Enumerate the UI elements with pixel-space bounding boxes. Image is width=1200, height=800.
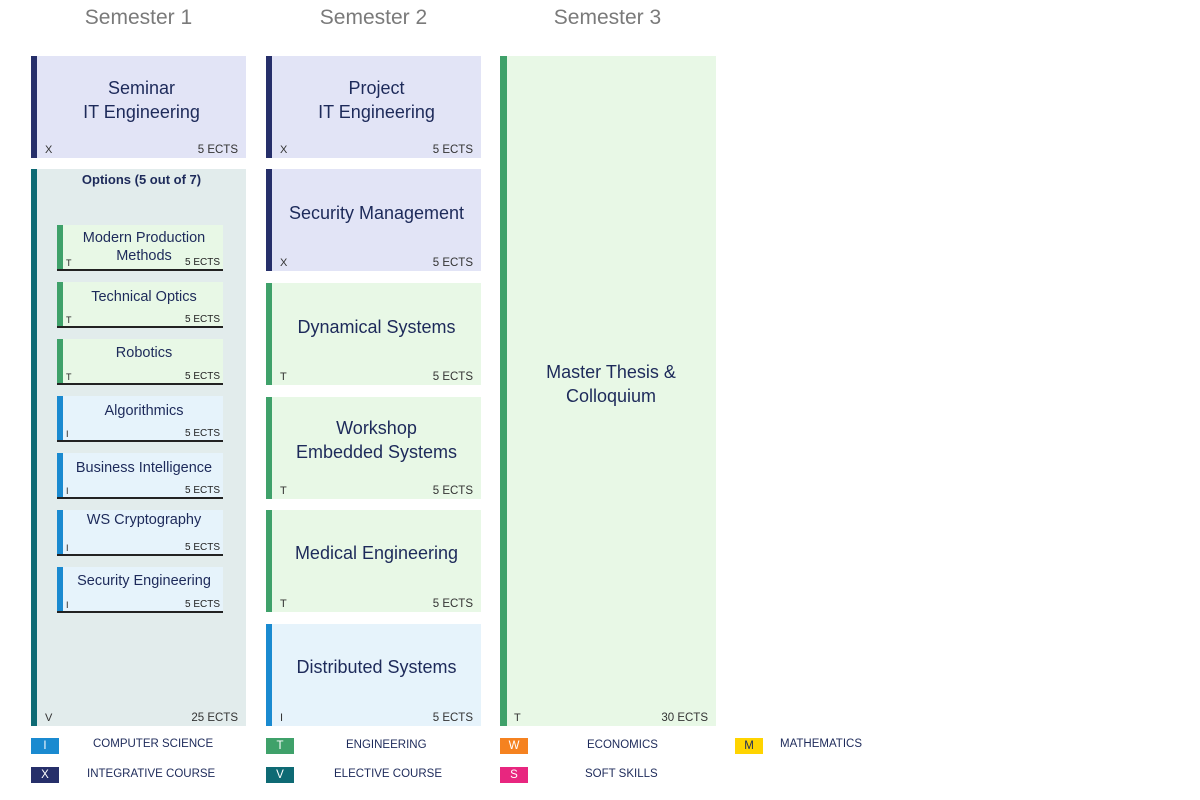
- legend-swatch-elective-course: V: [266, 767, 294, 783]
- course-title: Master Thesis & Colloquium: [546, 362, 676, 406]
- legend-swatch-economics: W: [500, 738, 528, 754]
- legend-label-soft-skills: SOFT SKILLS: [585, 768, 658, 780]
- category-bar: [266, 283, 272, 385]
- course-medical-engineering: Medical Engineering T 5 ECTS: [266, 510, 481, 612]
- course-security-management: Security Management X 5 ECTS: [266, 169, 481, 271]
- category-bar: [31, 169, 37, 726]
- course-title: Dynamical Systems: [297, 317, 456, 337]
- legend-label-integrative-course: INTEGRATIVE COURSE: [87, 768, 216, 780]
- legend-swatch-computer-science: I: [31, 738, 59, 754]
- course-category: X: [280, 144, 288, 156]
- semester-3-heading: Semester 3: [553, 6, 662, 29]
- course-title: Distributed Systems: [296, 657, 457, 677]
- course-title: Project IT Engineering: [318, 78, 435, 122]
- option-course-robotics: Robotics T 5 ECTS: [57, 339, 223, 385]
- legend-label-elective-course: ELECTIVE COURSE: [334, 768, 442, 780]
- course-category: T: [280, 371, 287, 383]
- course-seminar-it-engineering: Seminar IT Engineering X 5 ECTS: [31, 56, 246, 158]
- course-project-it-engineering: Project IT Engineering X 5 ECTS: [266, 56, 481, 158]
- option-category: I: [66, 600, 69, 610]
- legend-label-mathematics: MATHEMATICS: [780, 738, 862, 750]
- category-bar: [57, 339, 63, 383]
- legend-label-computer-science: COMPUTER SCIENCE: [93, 738, 214, 750]
- legend-swatch-integrative-course: X: [31, 767, 59, 783]
- course-category: X: [45, 144, 53, 156]
- category-bar: [57, 225, 63, 269]
- category-bar: [266, 624, 272, 726]
- course-title: Security Management: [288, 203, 465, 223]
- category-bar: [500, 56, 507, 726]
- course-ects: 5 ECTS: [432, 371, 473, 383]
- course-ects: 5 ECTS: [432, 712, 473, 724]
- semester-1-heading: Semester 1: [84, 6, 193, 29]
- option-ects: 5 ECTS: [184, 542, 220, 553]
- option-ects: 5 ECTS: [184, 599, 220, 610]
- category-bar: [57, 282, 63, 326]
- option-title: Business Intelligence: [75, 460, 213, 476]
- legend-label-engineering: ENGINEERING: [346, 739, 427, 751]
- options-heading: Options (5 out of 7): [81, 172, 202, 187]
- course-category: T: [514, 712, 521, 724]
- category-bar: [266, 56, 272, 158]
- category-bar: [57, 510, 63, 554]
- course-ects: 5 ECTS: [197, 144, 238, 156]
- course-ects: 30 ECTS: [661, 712, 708, 724]
- category-bar: [57, 567, 63, 611]
- option-category: T: [66, 258, 72, 268]
- option-course-modern-production-methods: Modern Production Methods T 5 ECTS: [57, 225, 223, 271]
- option-category: T: [66, 315, 72, 325]
- course-workshop-embedded-systems: Workshop Embedded Systems T 5 ECTS: [266, 397, 481, 499]
- option-category: I: [66, 486, 69, 496]
- course-category: I: [280, 712, 284, 724]
- course-ects: 5 ECTS: [432, 257, 473, 269]
- elective-options-block: Options (5 out of 7) Modern Production M…: [31, 169, 246, 726]
- option-category: I: [66, 543, 69, 553]
- option-title: Modern Production Methods: [82, 230, 206, 264]
- option-course-business-intelligence: Business Intelligence I 5 ECTS: [57, 453, 223, 499]
- category-bar: [57, 396, 63, 440]
- legend-label-economics: ECONOMICS: [587, 739, 658, 751]
- course-category: T: [280, 485, 287, 497]
- course-ects: 5 ECTS: [432, 485, 473, 497]
- option-title: Algorithmics: [104, 403, 184, 419]
- options-ects: 25 ECTS: [191, 712, 238, 724]
- option-title: Security Engineering: [77, 573, 211, 589]
- course-dynamical-systems: Dynamical Systems T 5 ECTS: [266, 283, 481, 385]
- course-master-thesis: Master Thesis & Colloquium T 30 ECTS: [500, 56, 716, 726]
- option-course-algorithmics: Algorithmics I 5 ECTS: [57, 396, 223, 442]
- option-title: Technical Optics: [91, 289, 197, 305]
- option-ects: 5 ECTS: [184, 428, 220, 439]
- option-course-security-engineering: Security Engineering I 5 ECTS: [57, 567, 223, 613]
- option-ects: 5 ECTS: [184, 371, 220, 382]
- category-bar: [266, 510, 272, 612]
- course-title: Seminar IT Engineering: [83, 78, 200, 122]
- option-title: Robotics: [115, 345, 173, 361]
- option-title: WS Cryptography: [86, 512, 202, 528]
- category-bar: [266, 169, 272, 271]
- option-ects: 5 ECTS: [184, 485, 220, 496]
- options-category: V: [45, 712, 53, 724]
- course-distributed-systems: Distributed Systems I 5 ECTS: [266, 624, 481, 726]
- course-title: Medical Engineering: [294, 543, 459, 563]
- option-ects: 5 ECTS: [184, 314, 220, 325]
- course-ects: 5 ECTS: [432, 598, 473, 610]
- option-ects: 5 ECTS: [184, 257, 220, 268]
- course-title: Workshop Embedded Systems: [295, 418, 458, 462]
- category-bar: [31, 56, 37, 158]
- legend-swatch-engineering: T: [266, 738, 294, 754]
- course-category: T: [280, 598, 287, 610]
- category-bar: [57, 453, 63, 497]
- semester-2-heading: Semester 2: [319, 6, 428, 29]
- option-course-technical-optics: Technical Optics T 5 ECTS: [57, 282, 223, 328]
- option-category: I: [66, 429, 69, 439]
- option-category: T: [66, 372, 72, 382]
- option-course-ws-cryptography: WS Cryptography I 5 ECTS: [57, 510, 223, 556]
- course-ects: 5 ECTS: [432, 144, 473, 156]
- legend-swatch-mathematics: M: [735, 738, 763, 754]
- legend-swatch-soft-skills: S: [500, 767, 528, 783]
- course-category: X: [280, 257, 288, 269]
- category-bar: [266, 397, 272, 499]
